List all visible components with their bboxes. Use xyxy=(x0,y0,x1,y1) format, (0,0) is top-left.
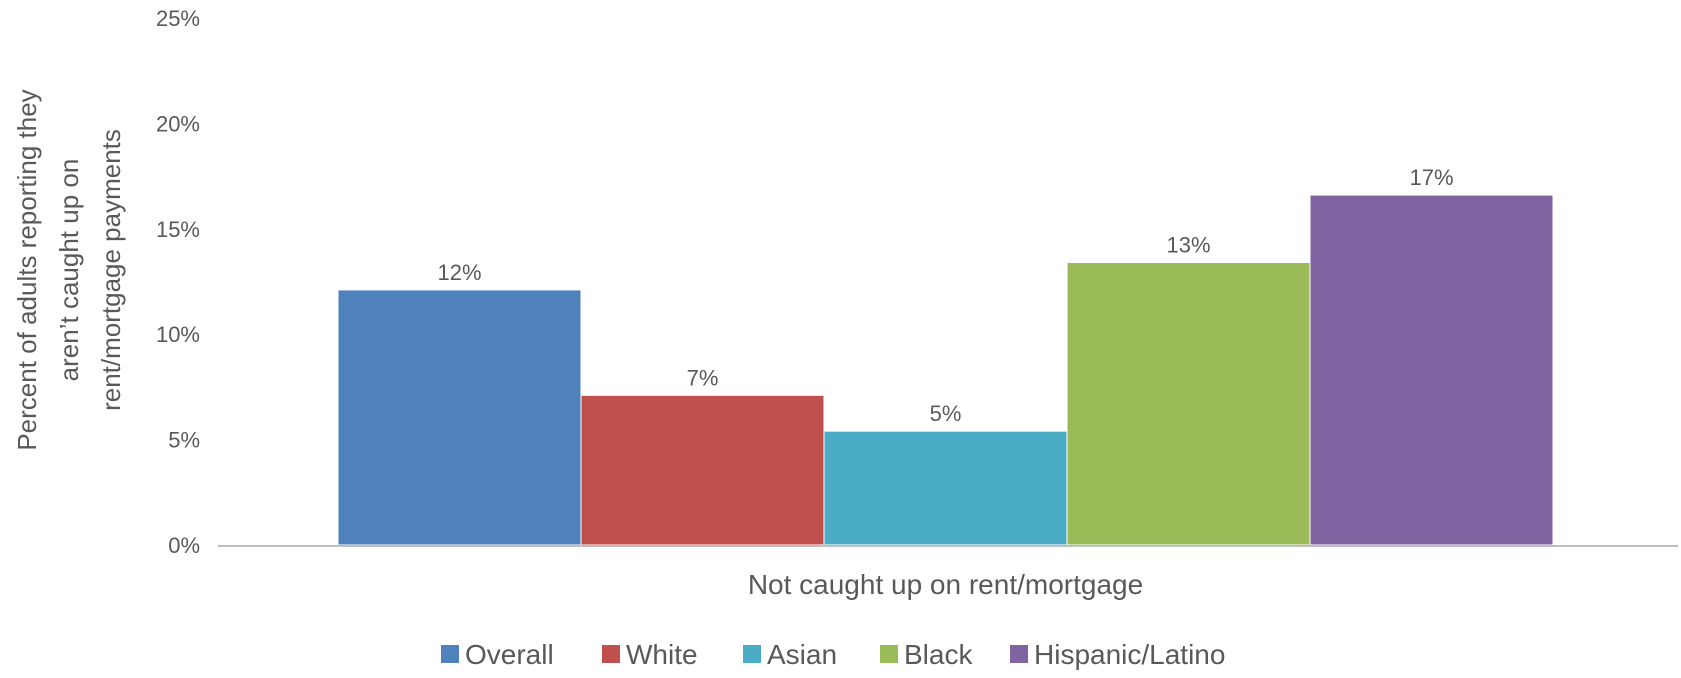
legend-swatch xyxy=(602,645,620,663)
legend-item-hispanic-latino: Hispanic/Latino xyxy=(1010,639,1225,670)
bar-hispanic-latino xyxy=(1309,194,1554,546)
legend: Overall White Asian Black Hispanic/Latino xyxy=(441,639,1225,670)
legend-label: Hispanic/Latino xyxy=(1034,639,1225,670)
bar-data-label: 13% xyxy=(1166,233,1210,258)
y-tick-label: 0% xyxy=(168,533,200,558)
legend-swatch xyxy=(880,645,898,663)
y-axis-ticks: 0% 5% 10% 15% 20% 25% xyxy=(156,6,200,558)
legend-item-overall: Overall xyxy=(441,639,554,670)
y-tick-label: 5% xyxy=(168,428,200,453)
y-axis-title: Percent of adults reporting they aren’t c… xyxy=(12,89,126,450)
bar-white xyxy=(580,394,825,546)
y-tick-label: 10% xyxy=(156,322,200,347)
legend-label: Overall xyxy=(465,639,554,670)
legend-item-black: Black xyxy=(880,639,973,670)
legend-label: Asian xyxy=(767,639,837,670)
legend-swatch xyxy=(1010,645,1028,663)
legend-swatch xyxy=(441,645,459,663)
y-tick-label: 20% xyxy=(156,111,200,136)
legend-label: Black xyxy=(904,639,973,670)
bar-overall xyxy=(337,289,582,546)
legend-item-asian: Asian xyxy=(743,639,837,670)
bar-asian xyxy=(823,430,1068,546)
bar-data-labels: 12% 7% 5% 13% 17% xyxy=(437,165,1453,426)
legend-item-white: White xyxy=(602,639,698,670)
y-axis-title-line: aren’t caught up on xyxy=(54,159,84,382)
y-axis-title-line: rent/mortgage payments xyxy=(96,129,126,411)
legend-label: White xyxy=(626,639,698,670)
bar-data-label: 12% xyxy=(437,260,481,285)
bars xyxy=(337,194,1554,546)
bar-data-label: 5% xyxy=(930,401,962,426)
legend-swatch xyxy=(743,645,761,663)
y-tick-label: 15% xyxy=(156,217,200,242)
bar-data-label: 7% xyxy=(687,365,719,390)
bar-data-label: 17% xyxy=(1409,165,1453,190)
y-axis-title-line: Percent of adults reporting they xyxy=(12,89,42,450)
x-axis-title: Not caught up on rent/mortgage xyxy=(748,569,1143,600)
bar-black xyxy=(1066,262,1311,546)
y-tick-label: 25% xyxy=(156,6,200,31)
